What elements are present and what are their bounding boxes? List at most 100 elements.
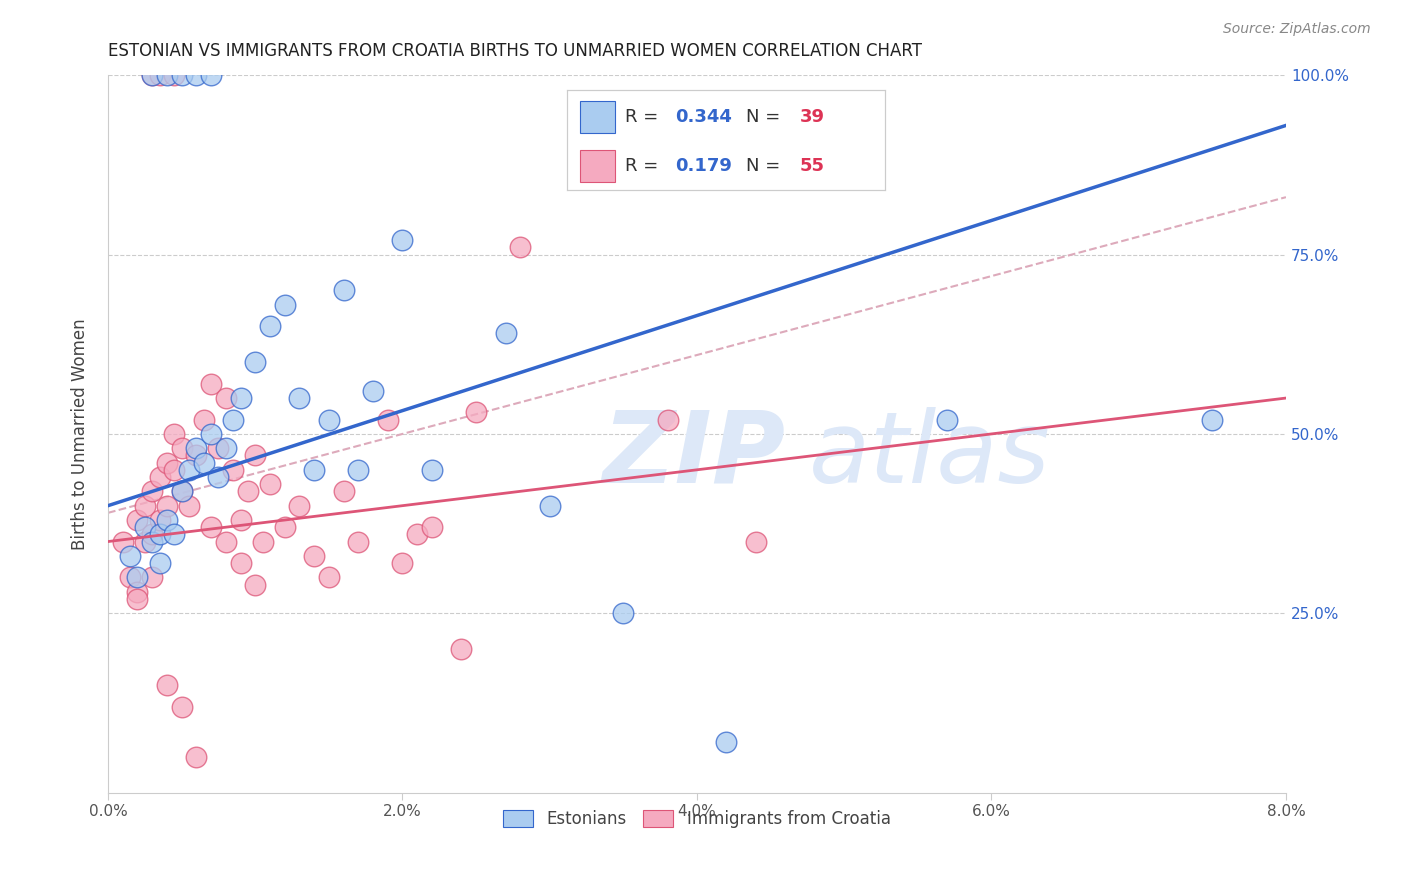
Point: [347, 463, 370, 477]
Point: [156, 499, 179, 513]
Point: [420, 520, 443, 534]
Point: [186, 442, 208, 456]
Point: [302, 463, 325, 477]
Point: [141, 570, 163, 584]
Point: [170, 484, 193, 499]
Point: [420, 463, 443, 477]
Point: [177, 499, 200, 513]
Point: [156, 513, 179, 527]
Point: [148, 470, 170, 484]
Point: [236, 484, 259, 499]
Point: [229, 513, 252, 527]
Point: [170, 68, 193, 82]
Text: ESTONIAN VS IMMIGRANTS FROM CROATIA BIRTHS TO UNMARRIED WOMEN CORRELATION CHART: ESTONIAN VS IMMIGRANTS FROM CROATIA BIRT…: [108, 42, 922, 60]
Point: [148, 513, 170, 527]
Point: [361, 384, 384, 398]
Point: [141, 484, 163, 499]
Point: [163, 527, 186, 541]
Point: [259, 319, 281, 334]
Point: [141, 534, 163, 549]
Point: [141, 68, 163, 82]
Point: [120, 549, 142, 563]
Point: [332, 284, 354, 298]
Point: [186, 749, 208, 764]
Point: [200, 520, 222, 534]
Point: [127, 513, 149, 527]
Point: [245, 577, 267, 591]
Point: [163, 463, 186, 477]
Point: [509, 240, 531, 254]
Point: [163, 68, 186, 82]
Point: [200, 426, 222, 441]
Point: [745, 534, 768, 549]
Point: [127, 584, 149, 599]
Point: [222, 463, 245, 477]
Text: Source: ZipAtlas.com: Source: ZipAtlas.com: [1223, 22, 1371, 37]
Point: [318, 570, 340, 584]
Point: [148, 527, 170, 541]
Point: [318, 412, 340, 426]
Point: [288, 391, 311, 405]
Point: [215, 442, 238, 456]
Point: [716, 735, 738, 749]
Point: [156, 678, 179, 692]
Point: [229, 391, 252, 405]
Point: [288, 499, 311, 513]
Point: [252, 534, 274, 549]
Point: [259, 477, 281, 491]
Point: [245, 449, 267, 463]
Point: [170, 699, 193, 714]
Point: [170, 442, 193, 456]
Point: [156, 456, 179, 470]
Point: [391, 233, 413, 247]
Point: [193, 412, 215, 426]
Point: [134, 520, 156, 534]
Point: [406, 527, 429, 541]
Point: [538, 499, 561, 513]
Point: [222, 412, 245, 426]
Point: [229, 556, 252, 570]
Point: [148, 556, 170, 570]
Point: [193, 456, 215, 470]
Point: [612, 607, 634, 621]
Point: [177, 463, 200, 477]
Point: [134, 534, 156, 549]
Point: [332, 484, 354, 499]
Point: [465, 405, 488, 419]
Point: [186, 68, 208, 82]
Point: [450, 642, 472, 657]
Y-axis label: Births to Unmarried Women: Births to Unmarried Women: [72, 318, 89, 549]
Point: [120, 570, 142, 584]
Point: [141, 68, 163, 82]
Point: [391, 556, 413, 570]
Point: [207, 442, 229, 456]
Point: [273, 520, 295, 534]
Text: atlas: atlas: [808, 407, 1050, 504]
Legend: Estonians, Immigrants from Croatia: Estonians, Immigrants from Croatia: [496, 803, 897, 835]
Point: [200, 68, 222, 82]
Point: [200, 376, 222, 391]
Point: [207, 470, 229, 484]
Point: [141, 527, 163, 541]
Text: ZIP: ZIP: [603, 407, 786, 504]
Point: [111, 534, 134, 549]
Point: [377, 412, 399, 426]
Point: [215, 391, 238, 405]
Point: [302, 549, 325, 563]
Point: [347, 534, 370, 549]
Point: [127, 570, 149, 584]
Point: [170, 484, 193, 499]
Point: [156, 68, 179, 82]
Point: [1201, 412, 1223, 426]
Point: [495, 326, 517, 341]
Point: [186, 449, 208, 463]
Point: [273, 298, 295, 312]
Point: [657, 412, 679, 426]
Point: [163, 426, 186, 441]
Point: [936, 412, 959, 426]
Point: [127, 591, 149, 606]
Point: [215, 534, 238, 549]
Point: [134, 499, 156, 513]
Point: [245, 355, 267, 369]
Point: [148, 68, 170, 82]
